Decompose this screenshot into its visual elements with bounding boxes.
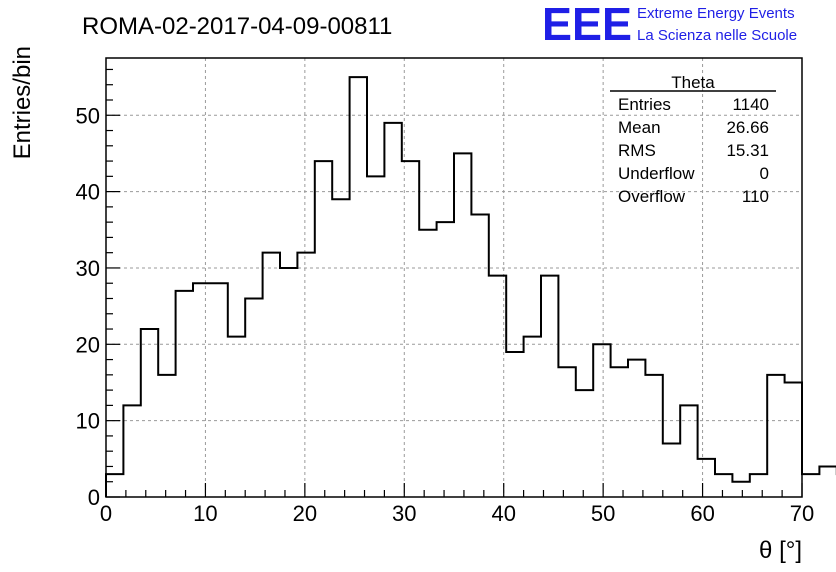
stats-box: Theta Entries 1140 Mean 26.66 RMS 15.31 Underf… [610, 73, 776, 206]
x-tick-label: 60 [690, 501, 714, 526]
stats-title: Theta [671, 73, 715, 92]
eee-logo: EEE [542, 0, 632, 50]
x-tick-label: 20 [293, 501, 317, 526]
x-tick-label: 40 [491, 501, 515, 526]
stats-row-value: 26.66 [726, 118, 769, 137]
y-tick-label: 10 [76, 409, 100, 434]
y-axis-label: Entries/bin [9, 46, 36, 159]
stats-rows: Entries 1140 Mean 26.66 RMS 15.31 Underflow 0 Ov… [618, 95, 769, 206]
stats-row-label: Entries [618, 95, 671, 114]
y-tick-label: 0 [88, 485, 100, 510]
x-axis-ticks: 0 10 20 30 40 50 60 70 [100, 483, 814, 526]
plot-frame [105, 57, 803, 498]
y-axis-ticks: 0 10 20 30 40 50 [76, 68, 120, 510]
logo-line-1: Extreme Energy Events [637, 5, 795, 22]
x-axis-label: θ [°] [759, 537, 802, 564]
stats-row-value: 1140 [732, 95, 769, 114]
run-title: ROMA-02-2017-04-09-00811 [82, 13, 392, 40]
stats-row-label: Underflow [618, 164, 695, 183]
stats-row-value: 0 [760, 164, 769, 183]
stats-row-label: RMS [618, 141, 656, 160]
x-tick-label: 10 [193, 501, 217, 526]
stats-row-value: 15.31 [726, 141, 769, 160]
x-tick-label: 0 [100, 501, 112, 526]
logo-line-2: La Scienza nelle Scuole [637, 27, 797, 44]
x-tick-label: 70 [790, 501, 814, 526]
x-tick-label: 30 [392, 501, 416, 526]
y-tick-label: 50 [76, 103, 100, 128]
stats-row-label: Mean [618, 118, 661, 137]
stats-row-label: Overflow [618, 187, 686, 206]
y-tick-label: 20 [76, 332, 100, 357]
x-tick-label: 50 [591, 501, 615, 526]
stats-row-value: 110 [742, 187, 769, 206]
y-tick-label: 30 [76, 256, 100, 281]
y-tick-label: 40 [76, 180, 100, 205]
